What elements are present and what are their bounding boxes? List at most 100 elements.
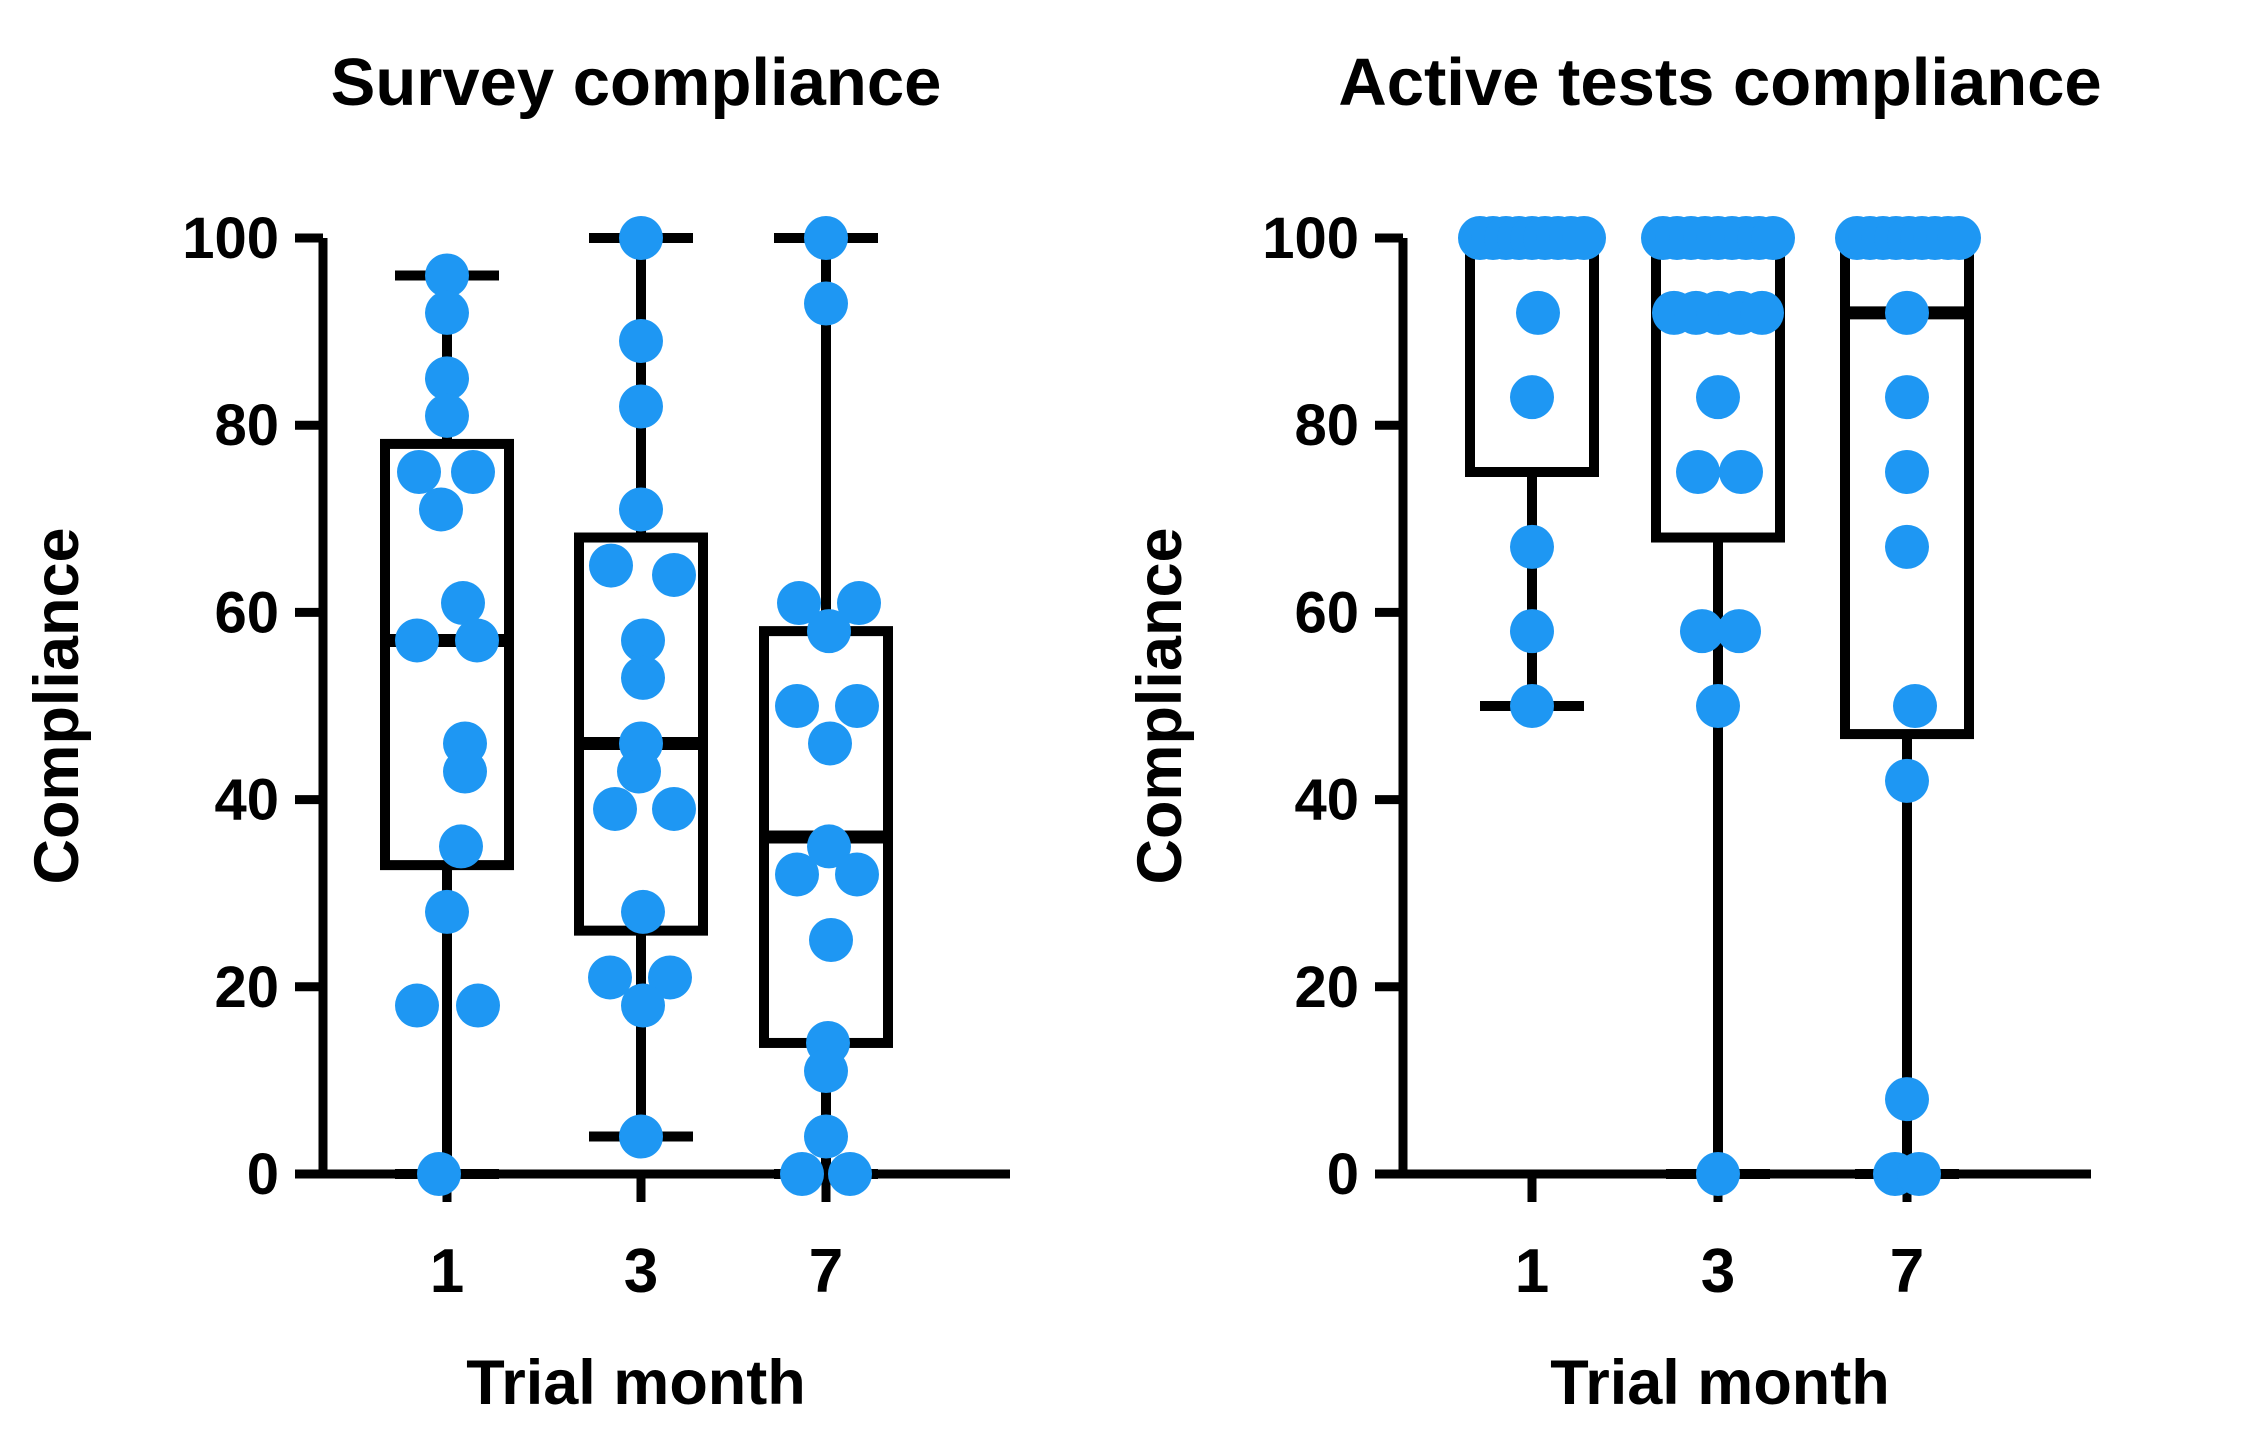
data-point (621, 655, 665, 700)
y-tick-label: 100 (182, 206, 279, 271)
y-axis-label: Compliance (1126, 527, 1195, 884)
x-tick-label: 7 (1890, 1237, 1924, 1306)
data-point (1885, 758, 1929, 803)
x-tick-label: 3 (1701, 1237, 1735, 1306)
data-point (809, 918, 853, 962)
data-point (617, 749, 661, 794)
data-point (1885, 375, 1929, 420)
data-point (1510, 375, 1554, 420)
data-point (619, 216, 663, 260)
data-point (451, 450, 495, 494)
data-point (1751, 216, 1795, 260)
data-point (456, 983, 500, 1028)
plot-area: 0 20 40 60 80 100 1 3 7 (1262, 206, 2091, 1306)
data-point (835, 684, 879, 728)
data-point (808, 721, 852, 766)
data-point (1676, 450, 1720, 494)
panel-title: Survey compliance (331, 45, 942, 120)
data-point (619, 318, 663, 363)
data-point (397, 450, 441, 494)
data-point (425, 290, 469, 335)
data-point (835, 852, 879, 897)
data-point (652, 786, 696, 831)
y-tick-label: 60 (1294, 580, 1359, 645)
data-point (777, 581, 821, 626)
data-point (425, 356, 469, 401)
y-tick-label: 40 (1294, 768, 1359, 833)
data-point (1510, 524, 1554, 569)
data-point (395, 618, 439, 663)
y-axis-label: Compliance (22, 527, 92, 884)
data-point (1740, 290, 1784, 335)
data-point (804, 1049, 848, 1094)
x-axis-label: Trial month (466, 1348, 806, 1418)
y-tick-label: 80 (214, 393, 279, 458)
x-tick-label: 1 (430, 1237, 464, 1306)
panel-active-tests-compliance: Active tests compliance Compliance Trial… (1126, 45, 2102, 1418)
data-point (1885, 524, 1929, 569)
x-tick-label: 7 (809, 1237, 843, 1306)
y-tick-label: 20 (1294, 955, 1359, 1020)
data-point (804, 1114, 848, 1159)
data-point (593, 786, 637, 831)
data-point (807, 824, 851, 869)
data-point (1897, 1152, 1941, 1196)
data-point (780, 1152, 824, 1196)
y-tick-label: 80 (1294, 393, 1359, 458)
data-point (1696, 684, 1740, 728)
data-point (648, 955, 692, 1000)
data-point (1516, 290, 1560, 335)
data-point (621, 983, 665, 1028)
data-point (425, 889, 469, 934)
data-point (419, 487, 463, 532)
y-tick-label: 20 (214, 955, 279, 1020)
data-point (652, 552, 696, 597)
data-point (588, 955, 632, 1000)
x-tick-label: 1 (1515, 1237, 1549, 1306)
data-point (621, 618, 665, 663)
data-point (425, 393, 469, 438)
data-point (589, 543, 633, 588)
data-point (439, 824, 483, 869)
data-point (425, 253, 469, 298)
data-point (1893, 684, 1937, 728)
data-point (1885, 1077, 1929, 1122)
data-point (619, 487, 663, 532)
data-point (1885, 290, 1929, 335)
data-point (1696, 1152, 1740, 1196)
data-point (837, 581, 881, 626)
data-point (1680, 609, 1724, 654)
data-point (1510, 684, 1554, 728)
y-tick-label: 100 (1262, 206, 1359, 271)
data-point (807, 609, 851, 654)
data-point (455, 618, 499, 663)
data-point (621, 889, 665, 934)
data-point (828, 1152, 872, 1196)
data-point (1510, 609, 1554, 654)
data-point (417, 1152, 461, 1196)
plot-area: 0 20 40 60 80 100 1 3 7 (182, 206, 1010, 1306)
data-point (775, 684, 819, 728)
data-point (1937, 216, 1981, 260)
panel-survey-compliance: Survey compliance Compliance Trial month… (22, 45, 1010, 1418)
data-point (1717, 609, 1761, 654)
data-point (1562, 216, 1606, 260)
data-point (1696, 375, 1740, 420)
x-tick-label: 3 (624, 1237, 658, 1306)
data-point (619, 384, 663, 429)
data-point (443, 749, 487, 794)
data-point (804, 216, 848, 260)
data-point (395, 983, 439, 1028)
data-point (1719, 450, 1763, 494)
data-point (619, 1114, 663, 1159)
data-point (1885, 450, 1929, 494)
panel-title: Active tests compliance (1338, 45, 2101, 120)
y-tick-label: 0 (1327, 1142, 1359, 1207)
y-tick-label: 60 (214, 580, 279, 645)
data-point (804, 281, 848, 326)
y-tick-label: 0 (247, 1142, 279, 1207)
data-point (775, 852, 819, 897)
y-tick-label: 40 (214, 768, 279, 833)
data-point (441, 581, 485, 626)
